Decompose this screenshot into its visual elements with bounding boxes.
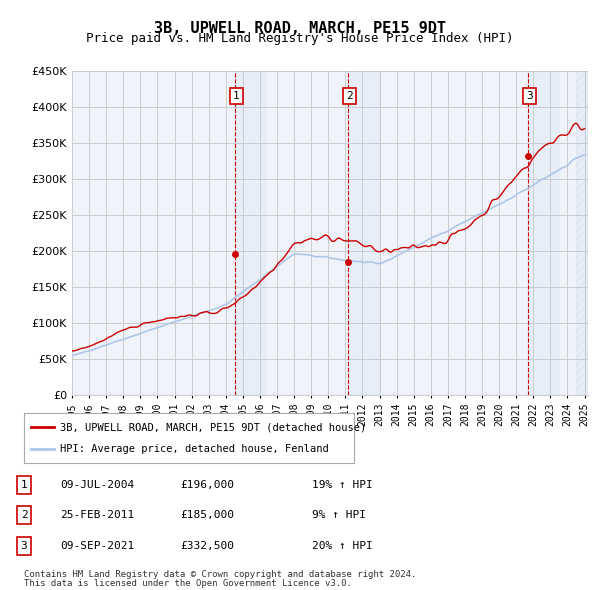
Text: Contains HM Land Registry data © Crown copyright and database right 2024.: Contains HM Land Registry data © Crown c… bbox=[24, 571, 416, 579]
Text: 3: 3 bbox=[20, 541, 28, 551]
Text: £332,500: £332,500 bbox=[180, 541, 234, 551]
Text: 3: 3 bbox=[526, 91, 533, 101]
Text: 1: 1 bbox=[233, 91, 240, 101]
Text: £185,000: £185,000 bbox=[180, 510, 234, 520]
Text: This data is licensed under the Open Government Licence v3.0.: This data is licensed under the Open Gov… bbox=[24, 579, 352, 588]
Text: 3B, UPWELL ROAD, MARCH, PE15 9DT: 3B, UPWELL ROAD, MARCH, PE15 9DT bbox=[154, 21, 446, 35]
Bar bbox=[528, 71, 559, 395]
Bar bbox=[348, 71, 379, 395]
Text: 09-JUL-2004: 09-JUL-2004 bbox=[60, 480, 134, 490]
Text: 2: 2 bbox=[346, 91, 353, 101]
Text: HPI: Average price, detached house, Fenland: HPI: Average price, detached house, Fenl… bbox=[61, 444, 329, 454]
Bar bbox=[576, 71, 588, 395]
Text: 19% ↑ HPI: 19% ↑ HPI bbox=[312, 480, 373, 490]
Text: 2: 2 bbox=[20, 510, 28, 520]
Text: 9% ↑ HPI: 9% ↑ HPI bbox=[312, 510, 366, 520]
Text: Price paid vs. HM Land Registry's House Price Index (HPI): Price paid vs. HM Land Registry's House … bbox=[86, 32, 514, 45]
Text: 09-SEP-2021: 09-SEP-2021 bbox=[60, 541, 134, 551]
Text: 20% ↑ HPI: 20% ↑ HPI bbox=[312, 541, 373, 551]
Bar bbox=[235, 71, 265, 395]
Text: £196,000: £196,000 bbox=[180, 480, 234, 490]
Text: 3B, UPWELL ROAD, MARCH, PE15 9DT (detached house): 3B, UPWELL ROAD, MARCH, PE15 9DT (detach… bbox=[61, 422, 367, 432]
Text: 25-FEB-2011: 25-FEB-2011 bbox=[60, 510, 134, 520]
Text: 1: 1 bbox=[20, 480, 28, 490]
